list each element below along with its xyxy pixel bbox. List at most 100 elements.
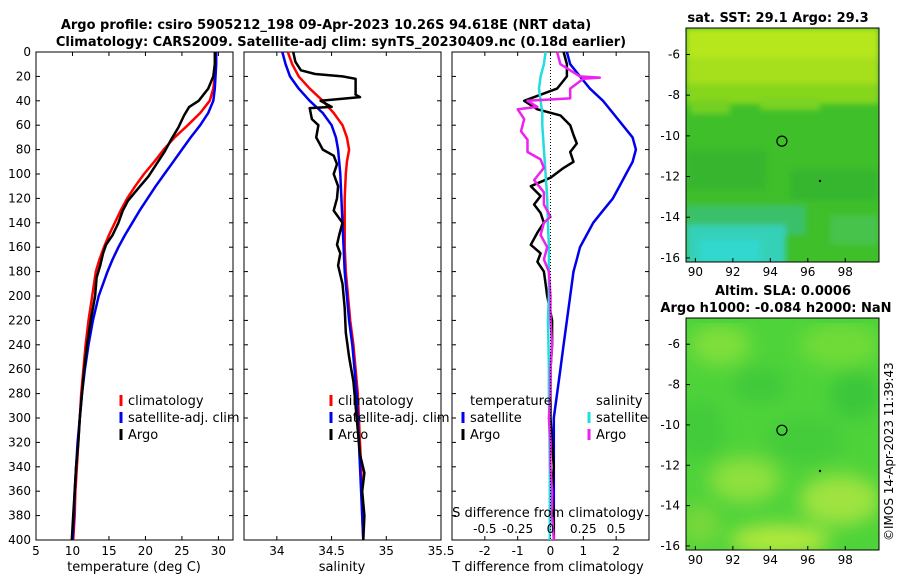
sst-map-image: [686, 28, 879, 262]
salinity-series-argo: [291, 51, 366, 541]
sla-ytick-label: -14: [660, 499, 680, 513]
sla-ytick-label: -10: [660, 418, 680, 432]
salinity-xtick-label: 34.5: [318, 544, 345, 558]
salinity-xlabel: salinity: [319, 560, 366, 575]
s-difference-tick-label: 0.5: [607, 522, 626, 536]
s-difference-tick-label: -0.5: [473, 522, 496, 536]
depth-tick-label: 120: [8, 191, 31, 205]
temperature-series: 5 10 15 20 25 30: [32, 52, 226, 558]
s-difference-tick-label: 0: [547, 522, 555, 536]
difference-series-salinity-argo: [516, 51, 602, 541]
sla-xtick-label: 98: [838, 553, 853, 567]
depth-tick-label: 380: [8, 509, 31, 523]
sst-ytick-label: -12: [660, 170, 680, 184]
sla-secondary-marker: [818, 469, 822, 473]
s-difference-tick-label: -0.25: [502, 522, 533, 536]
temperature-xtick-label: 25: [174, 544, 189, 558]
sst-ytick-label: -10: [660, 129, 680, 143]
temperature-xtick-label: 15: [101, 544, 116, 558]
depth-tick-label: 280: [8, 387, 31, 401]
sst-xtick-label: 92: [725, 265, 740, 279]
salinity-series-satellite: [281, 51, 365, 541]
legend-t-satellite-label: satellite: [470, 411, 522, 426]
sst-xtick-label: 96: [800, 265, 815, 279]
legend-s-satellite-label: satellite: [596, 411, 648, 426]
sst-ytick-label: -16: [660, 251, 680, 265]
depth-tick-label: 360: [8, 484, 31, 498]
sst-xtick-label: 94: [763, 265, 778, 279]
sst-secondary-marker: [818, 179, 822, 183]
sla-map-frame: [685, 317, 880, 551]
temperature-legend: climatology satellite-adj. clim Argo: [119, 394, 240, 443]
sla-map-axes: 90 92 94 96 98 -6 -8 -10 -12 -14 -16: [660, 337, 853, 567]
difference-xtick-label: 1: [580, 544, 588, 558]
sla-ytick-label: -6: [668, 337, 680, 351]
difference-series-salinity-satellite: [537, 51, 552, 540]
legend-s-argo-label: Argo: [596, 428, 626, 443]
depth-tick-label: 320: [8, 435, 31, 449]
difference-series: -2 -1 0 1 2: [479, 51, 638, 558]
depth-tick-label: 340: [8, 460, 31, 474]
depth-tick-label: 180: [8, 265, 31, 279]
sla-ytick-label: -8: [668, 378, 680, 392]
legend-satellite-label: satellite-adj. clim: [128, 411, 240, 426]
salinity-series-climatology: [286, 51, 365, 541]
depth-tick-label: 200: [8, 289, 31, 303]
temperature-series-argo: [70, 52, 217, 541]
sla-xtick-label: 92: [725, 553, 740, 567]
sst-ytick-label: -14: [660, 210, 680, 224]
sla-ytick-label: -16: [660, 539, 680, 553]
s-difference-axis-label: S difference from climatology: [452, 506, 644, 521]
sst-xtick-label: 90: [688, 265, 703, 279]
depth-tick-label: 300: [8, 411, 31, 425]
salinity-legend: climatology satellite-adj. clim Argo: [329, 394, 450, 443]
legend-salinity-header: salinity: [596, 394, 643, 409]
difference-xtick-label: 0: [547, 544, 555, 558]
depth-tick-label: 80: [16, 143, 31, 157]
depth-tick-label: 260: [8, 362, 31, 376]
legend-climatology-label: climatology: [128, 394, 204, 409]
temperature-xtick-label: 10: [65, 544, 80, 558]
sla-map-title-2: Argo h1000: -0.084 h2000: NaN: [660, 301, 891, 316]
temperature-plot-frame: [35, 51, 234, 541]
difference-series-temperature-satellite: [552, 51, 638, 540]
salinity-series: 34 34.5 35 35.5: [269, 51, 455, 558]
sst-map-frame: [685, 27, 880, 263]
sla-xtick-label: 90: [688, 553, 703, 567]
legend-argo-label: Argo: [128, 428, 158, 443]
temperature-xlabel: temperature (deg C): [67, 560, 201, 575]
legend-climatology-label: climatology: [338, 394, 414, 409]
sst-float-marker: [776, 135, 788, 147]
difference-legend: temperature satellite Argo salinity sate…: [461, 394, 648, 443]
sla-ytick-label: -12: [660, 458, 680, 472]
temperature-xtick-label: 20: [138, 544, 153, 558]
depth-tick-label: 20: [16, 69, 31, 83]
title-line-1: Argo profile: csiro 5905212_198 09-Apr-2…: [61, 18, 591, 33]
depth-tick-label: 0: [23, 45, 31, 59]
sst-map-axes: 90 92 94 96 98 -6 -8 -10 -12 -14 -16: [660, 47, 853, 279]
sla-float-marker: [776, 424, 788, 436]
sla-xtick-label: 96: [800, 553, 815, 567]
depth-tick-label: 60: [16, 118, 31, 132]
depth-tick-label: 240: [8, 338, 31, 352]
salinity-xtick-label: 35.5: [428, 544, 455, 558]
depth-tick-label: 40: [16, 94, 31, 108]
s-difference-tick-label: 0.25: [570, 522, 597, 536]
s-difference-ticks: -0.5 -0.25 0 0.25 0.5: [473, 522, 626, 536]
depth-axis: 0 20 40 60 80 100 120 140 160 180 200 220 240 260 280 3…: [8, 45, 649, 547]
legend-temperature-header: temperature: [470, 394, 552, 409]
temperature-xtick-label: 5: [32, 544, 40, 558]
credit-text: ©IMOS 14-Apr-2023 11:39:43: [882, 362, 896, 541]
depth-tick-label: 220: [8, 313, 31, 327]
title-line-2: Climatology: CARS2009. Satellite-adj cli…: [56, 35, 626, 50]
sla-map-title-1: Altim. SLA: 0.0006: [715, 284, 851, 299]
legend-argo-label: Argo: [338, 428, 368, 443]
sla-map-image: [686, 318, 879, 550]
difference-xtick-label: -1: [512, 544, 524, 558]
depth-tick-label: 140: [8, 216, 31, 230]
salinity-xtick-label: 35: [379, 544, 394, 558]
sst-map-title: sat. SST: 29.1 Argo: 29.3: [687, 11, 868, 26]
difference-xlabel: T difference from climatology: [451, 560, 644, 575]
sla-xtick-label: 94: [763, 553, 778, 567]
sst-ytick-label: -8: [668, 88, 680, 102]
